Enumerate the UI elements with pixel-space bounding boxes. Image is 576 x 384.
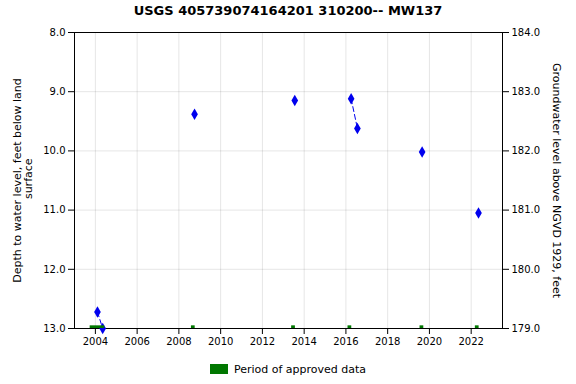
svg-text:2012: 2012 (250, 336, 275, 347)
svg-text:2008: 2008 (166, 336, 191, 347)
svg-text:11.0: 11.0 (43, 204, 65, 215)
svg-text:2018: 2018 (375, 336, 400, 347)
svg-text:2016: 2016 (333, 336, 358, 347)
svg-text:179.0: 179.0 (512, 323, 541, 334)
svg-text:2004: 2004 (83, 336, 108, 347)
svg-text:180.0: 180.0 (512, 264, 541, 275)
svg-text:2022: 2022 (458, 336, 483, 347)
svg-text:2010: 2010 (208, 336, 233, 347)
svg-text:181.0: 181.0 (512, 204, 541, 215)
svg-text:2014: 2014 (291, 336, 316, 347)
svg-text:10.0: 10.0 (43, 145, 65, 156)
svg-text:2006: 2006 (124, 336, 149, 347)
svg-text:Depth to water level, feet bel: Depth to water level, feet below land su… (11, 78, 35, 283)
svg-text:9.0: 9.0 (50, 86, 66, 97)
svg-text:12.0: 12.0 (43, 264, 65, 275)
svg-text:184.0: 184.0 (512, 27, 541, 38)
html-text:USGS 405739074164201 310200--: USGS 405739074164201 310200-- MW137 (133, 3, 443, 18)
html-text:Period of approved data: Period of approved data (233, 362, 367, 376)
svg-text:182.0: 182.0 (512, 145, 541, 156)
svg-text:13.0: 13.0 (43, 323, 65, 334)
svg-text:8.0: 8.0 (50, 27, 66, 38)
svg-text:2020: 2020 (417, 336, 442, 347)
svg-text:183.0: 183.0 (512, 86, 541, 97)
svg-text:Groundwater level above NGVD 1: Groundwater level above NGVD 1929, feet (550, 63, 563, 299)
